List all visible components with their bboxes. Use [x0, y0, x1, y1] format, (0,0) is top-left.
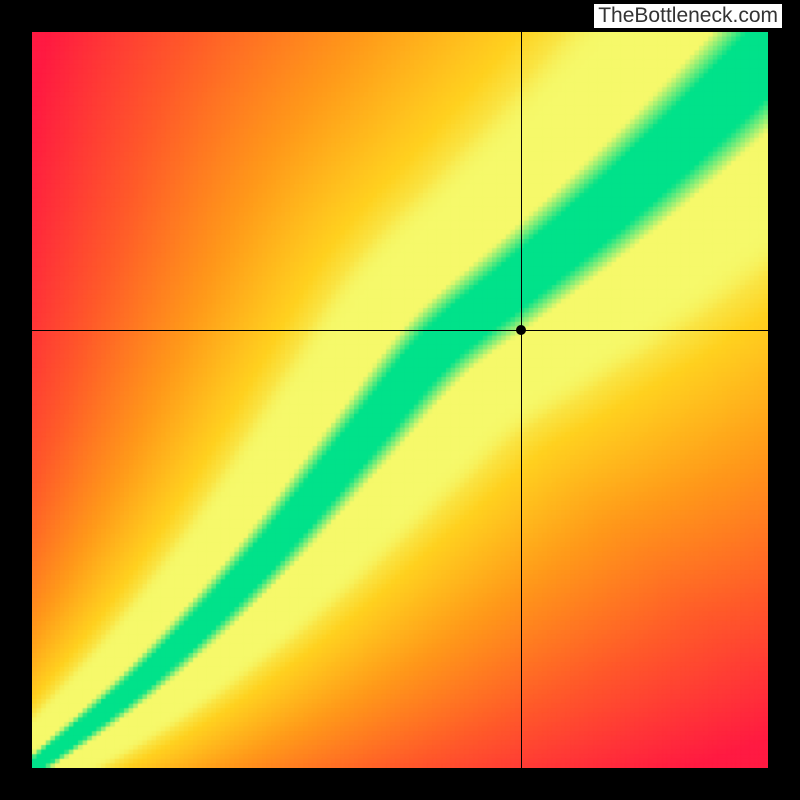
- heatmap-canvas: [32, 32, 768, 768]
- crosshair-horizontal: [32, 330, 768, 331]
- chart-frame: TheBottleneck.com: [0, 0, 800, 800]
- watermark-text: TheBottleneck.com: [594, 4, 782, 28]
- crosshair-marker: [516, 325, 526, 335]
- crosshair-vertical: [521, 32, 522, 768]
- plot-area: [32, 32, 768, 768]
